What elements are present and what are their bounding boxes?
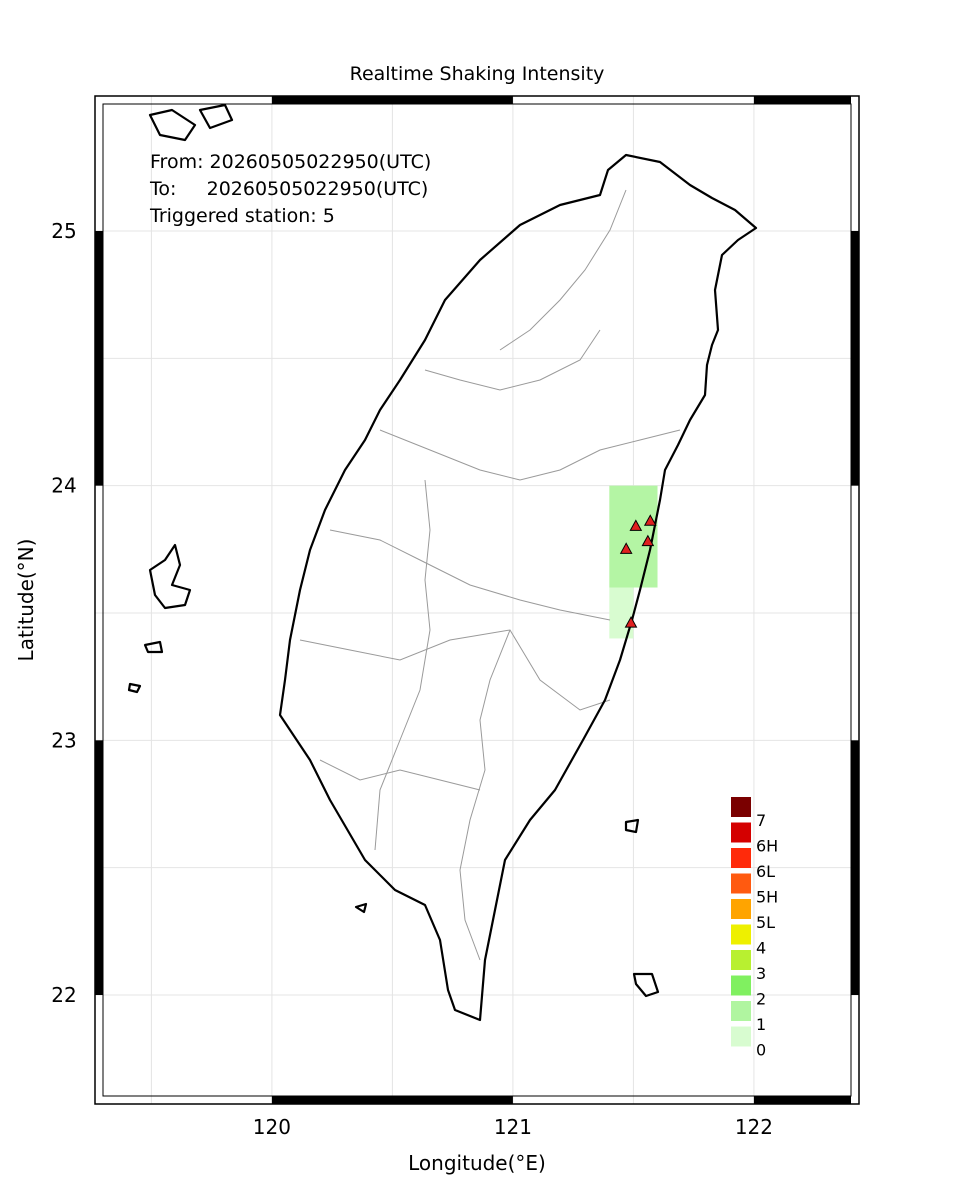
frame-bar [271,1096,513,1104]
legend-label: 6H [756,837,778,856]
intensity-cell [609,485,658,588]
legend-swatch [731,797,751,817]
frame-bar [95,740,103,995]
frame-bar [851,740,859,995]
county-borders [299,189,681,961]
x-tick-label: 121 [494,1115,532,1139]
frame-bar [753,96,851,104]
stations [619,514,657,628]
coastline [127,103,758,1022]
legend-label: 6L [756,862,775,881]
station-marker [643,514,657,526]
legend-label: 7 [756,811,766,830]
y-tick-label: 24 [51,474,76,498]
y-axis-label: Latitude(°N) [14,539,38,662]
legend-label: 2 [756,990,766,1009]
county-border [379,429,681,481]
county-border [319,759,481,791]
county-border [424,329,601,391]
county-border [299,629,611,711]
frame-bar [271,96,513,104]
x-tick-label: 120 [253,1115,291,1139]
frame-bar [753,1096,851,1104]
legend-swatch [731,899,751,919]
legend-label: 5H [756,888,778,907]
island-coast [632,972,660,998]
legend-swatch [731,822,751,843]
island-coast [148,108,197,142]
frame-bar [95,230,103,486]
y-tick-label: 25 [51,219,76,243]
county-border [374,479,431,851]
station-marker [629,519,643,531]
county-border [499,189,627,351]
y-tick-label: 22 [51,983,76,1007]
taiwan-coast [278,153,758,1022]
county-border [459,629,511,961]
island-coast [143,640,164,654]
legend-label: 5L [756,913,775,932]
x-tick-label: 122 [735,1115,773,1139]
legend-swatch [731,1001,751,1021]
island-coast [198,103,234,130]
island-coast [624,818,640,834]
legend-swatch [731,1026,751,1047]
legend-label: 3 [756,964,766,983]
county-border [329,529,611,621]
station-marker [641,534,655,547]
legend: 7 6H 6L 5H 5L 4 3 2 1 0 [731,797,778,1060]
y-tick-label: 23 [51,728,76,752]
legend-swatch [731,924,751,945]
legend-label: 1 [756,1015,766,1034]
legend-swatch [731,848,751,868]
info-text: From: 20260505022950(UTC) [150,151,431,173]
station-marker [619,542,633,554]
legend-label: 4 [756,939,766,958]
intensity-cells [609,485,658,639]
chart-title: Realtime Shaking Intensity [350,63,605,85]
legend-label: 0 [756,1041,766,1060]
legend-swatch [731,950,751,970]
legend-swatch [731,873,751,894]
island-coast [354,902,368,914]
island-coast [127,682,142,694]
x-axis-label: Longitude(°E) [408,1151,546,1175]
info-text: Triggered station: 5 [149,205,335,227]
legend-swatch [731,975,751,996]
frame-bar [851,230,859,486]
info-text: To: 20260505022950(UTC) [149,178,428,200]
island-coast [148,543,192,610]
station-marker [624,616,638,628]
